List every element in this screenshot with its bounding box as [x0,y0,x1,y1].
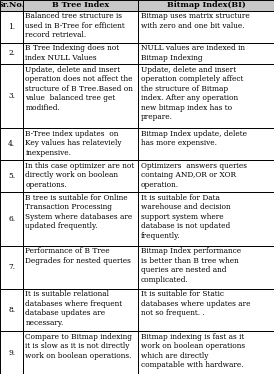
Bar [0,64,23,128]
Text: B-Tree index updates  on
Key values has relateviely
inexpensive.: B-Tree index updates on Key values has r… [25,130,122,157]
Bar [138,0,274,11]
Text: 3.: 3. [8,92,15,100]
Bar [23,246,138,288]
Text: Bitmap uses matrix structure
with zero and one bit value.: Bitmap uses matrix structure with zero a… [141,12,249,30]
Text: It is suitable relational
databases where frequent
database updates are
necessar: It is suitable relational databases wher… [25,290,122,327]
Bar [0,331,23,374]
Text: Compare to Bitmap indexing
it is slow as it is not directly
work on boolean oper: Compare to Bitmap indexing it is slow as… [25,333,133,360]
Bar [0,160,23,192]
Bar [23,331,138,374]
Bar [138,331,274,374]
Text: 6.: 6. [8,215,15,223]
Bar [0,43,23,64]
Text: 7.: 7. [8,263,15,271]
Text: Performance of B Tree
Degrades for nested queries: Performance of B Tree Degrades for neste… [25,247,131,265]
Bar [0,246,23,288]
Text: 4.: 4. [8,140,15,148]
Bar [23,64,138,128]
Text: In this case optimizer are not
directly work on boolean
operations.: In this case optimizer are not directly … [25,162,135,189]
Bar [138,160,274,192]
Text: Optimizers  answers queries
containg AND,OR or XOR
operation.: Optimizers answers queries containg AND,… [141,162,247,189]
Text: It is suitable for Data
warehouse and decision
support system where
database is : It is suitable for Data warehouse and de… [141,194,230,240]
Bar [23,43,138,64]
Bar [23,192,138,246]
Bar [23,11,138,43]
Bar [23,288,138,331]
Text: Bitmap Index performance
is better than B tree when
queries are nested and
compl: Bitmap Index performance is better than … [141,247,241,284]
Text: Sr.No.: Sr.No. [0,1,25,9]
Text: Update, delete and insert
operation completely affect
the structure of Bitmap
in: Update, delete and insert operation comp… [141,65,243,121]
Text: B tree is suitable for Online
Transaction Processing
System where databases are
: B tree is suitable for Online Transactio… [25,194,133,230]
Bar [138,43,274,64]
Text: 1.: 1. [8,23,15,31]
Bar [138,246,274,288]
Bar [138,11,274,43]
Text: Bitmap Index update, delete
has more expensive.: Bitmap Index update, delete has more exp… [141,130,247,147]
Text: Update, delete and insert
operation does not affect the
structure of B Tree.Base: Update, delete and insert operation does… [25,65,133,111]
Bar [138,128,274,160]
Bar [0,288,23,331]
Bar [23,160,138,192]
Text: 5.: 5. [8,172,15,180]
Text: NULL values are indexed in
Bitmap Indexing: NULL values are indexed in Bitmap Indexi… [141,44,245,62]
Text: Bitmap Index(BI): Bitmap Index(BI) [167,1,246,9]
Text: 9.: 9. [8,349,15,357]
Bar [138,64,274,128]
Bar [23,128,138,160]
Bar [138,288,274,331]
Text: 2.: 2. [8,49,15,58]
Bar [0,11,23,43]
Text: Balanced tree structure is
used in B-Tree for efficient
record retrieval.: Balanced tree structure is used in B-Tre… [25,12,125,39]
Bar [0,192,23,246]
Text: 8.: 8. [8,306,15,314]
Text: B Tree Index: B Tree Index [52,1,109,9]
Text: It is suitable for Static
databases where updates are
not so frequent. .: It is suitable for Static databases wher… [141,290,250,317]
Bar [0,0,23,11]
Bar [138,192,274,246]
Bar [0,128,23,160]
Bar [23,0,138,11]
Text: B Tree Indexing does not
index NULL Values: B Tree Indexing does not index NULL Valu… [25,44,120,62]
Text: Bitmap indexing is fast as it
work on boolean operations
which are directly
comp: Bitmap indexing is fast as it work on bo… [141,333,245,369]
